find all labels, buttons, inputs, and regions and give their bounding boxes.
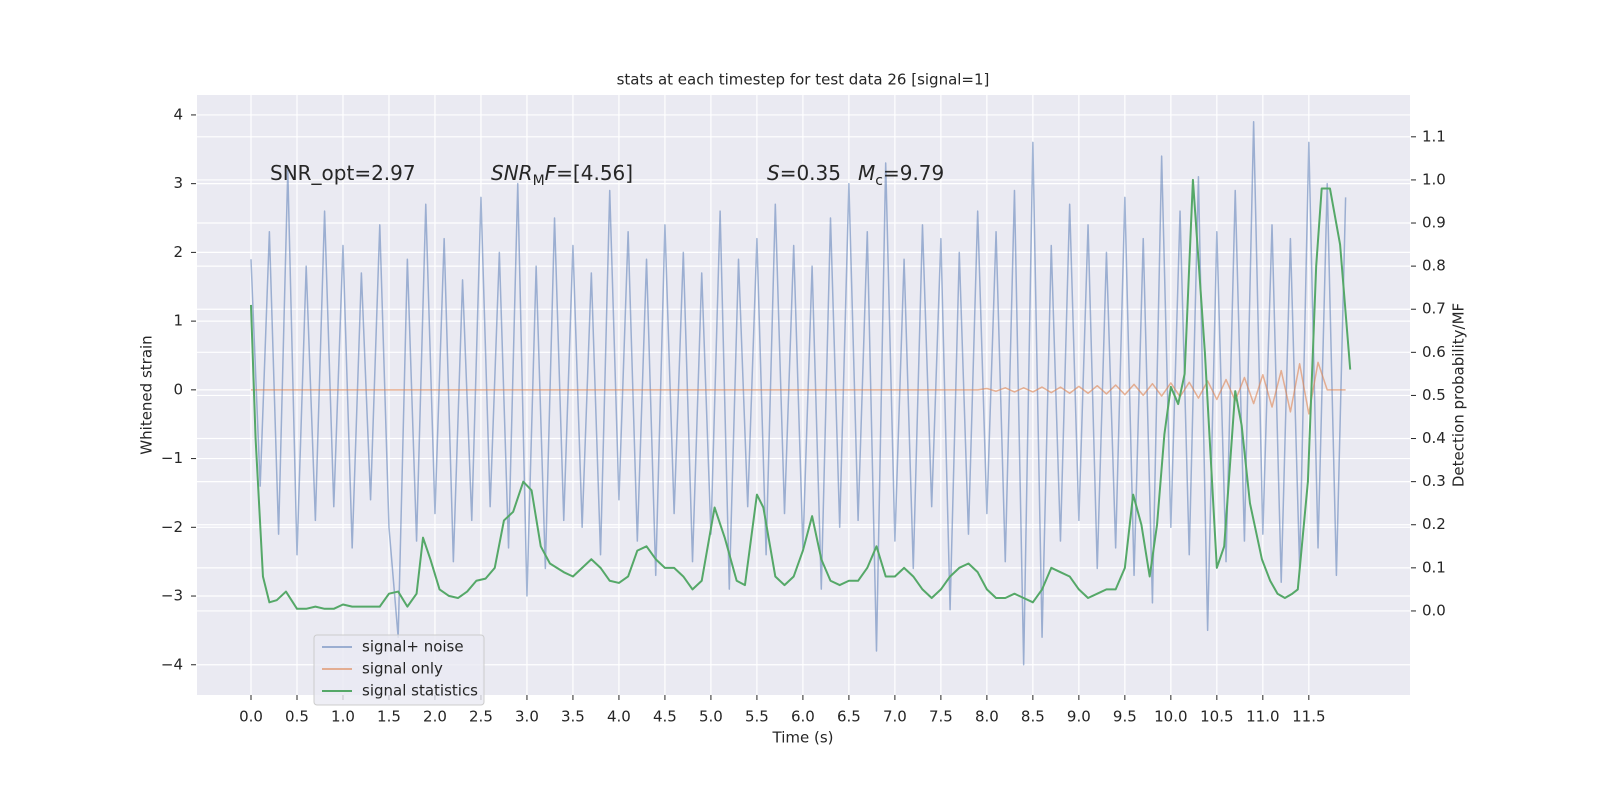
y2-tick-label: 0.8 — [1422, 257, 1446, 275]
x-tick-label: 5.5 — [745, 708, 769, 726]
y2-tick-label: 0.7 — [1422, 300, 1446, 318]
legend-label: signal statistics — [362, 682, 478, 700]
x-tick-label: 0.0 — [239, 708, 263, 726]
annotation-part: SNR_opt=2.97 — [270, 161, 416, 185]
x-tick-label: 10.0 — [1154, 708, 1187, 726]
legend: signal+ noise signal only signal statistic… — [313, 634, 485, 706]
y-tick-label: 3 — [173, 174, 183, 192]
y2-tick-label: 1.0 — [1422, 170, 1446, 188]
y2-tick-label: 0.3 — [1422, 472, 1446, 490]
y2-tick-label: 0.2 — [1422, 515, 1446, 533]
annotation: Mc=9.79 — [858, 161, 944, 189]
y-tick-label: −2 — [161, 518, 183, 536]
y-tick-label: 2 — [173, 243, 183, 261]
legend-label: signal only — [362, 660, 443, 678]
y-tick-label: −1 — [161, 449, 183, 467]
series-line — [250, 121, 1347, 666]
x-tick-label: 3.0 — [515, 708, 539, 726]
x-tick-label: 4.5 — [653, 708, 677, 726]
series-line — [250, 361, 1346, 415]
x-tick-label: 10.5 — [1200, 708, 1233, 726]
x-tick-label: 9.0 — [1067, 708, 1091, 726]
x-tick-label: 1.5 — [377, 708, 401, 726]
x-tick-label: 1.0 — [331, 708, 355, 726]
y2-tick-label: 0.4 — [1422, 429, 1446, 447]
annotation-part: c — [875, 173, 883, 189]
x-tick-label: 6.0 — [791, 708, 815, 726]
y2-axis-label: Detection probability/MF — [1450, 303, 1468, 487]
y-axis-label: Whitened strain — [138, 335, 156, 454]
annotation: S=0.35 — [767, 161, 841, 185]
x-tick-label: 4.0 — [607, 708, 631, 726]
legend-box — [313, 634, 485, 706]
x-tick-label: 7.0 — [883, 708, 907, 726]
y2-tick-label: 0.5 — [1422, 386, 1446, 404]
annotation-part: =9.79 — [883, 161, 944, 185]
y2-tick-label: 0.6 — [1422, 343, 1446, 361]
chart-title: stats at each timestep for test data 26 … — [617, 71, 990, 89]
x-tick-label: 8.0 — [975, 708, 999, 726]
x-tick-label: 7.5 — [929, 708, 953, 726]
y2-tick-label: 0.9 — [1422, 214, 1446, 232]
y-tick-label: 1 — [173, 312, 183, 330]
legend-label: signal+ noise — [362, 638, 464, 656]
x-tick-label: 11.5 — [1292, 708, 1325, 726]
annotation: SNR_opt=2.97 — [270, 161, 416, 185]
y2-tick-label: 0.1 — [1422, 558, 1446, 576]
annotation-part: F — [545, 161, 557, 185]
y-tick-label: −4 — [161, 655, 183, 673]
y-tick-label: −3 — [161, 587, 183, 605]
x-tick-label: 9.5 — [1113, 708, 1137, 726]
x-tick-label: 2.5 — [469, 708, 493, 726]
x-tick-label: 11.0 — [1246, 708, 1279, 726]
annotation: SNRMF=[4.56] — [491, 161, 633, 189]
annotation-part: SNR — [491, 161, 533, 185]
x-tick-label: 3.5 — [561, 708, 585, 726]
annotation-part: M — [858, 161, 875, 185]
annotation-part: S — [767, 161, 780, 185]
x-tick-label: 8.5 — [1021, 708, 1045, 726]
y2-tick-label: 1.1 — [1422, 127, 1446, 145]
y-tick-label: 4 — [173, 105, 183, 123]
annotation-part: =0.35 — [780, 161, 841, 185]
x-tick-label: 6.5 — [837, 708, 861, 726]
x-tick-label: 0.5 — [285, 708, 309, 726]
annotation-part: =[4.56] — [556, 161, 633, 185]
series-line — [249, 178, 1352, 610]
annotation-part: M — [533, 173, 545, 189]
y2-tick-label: 0.0 — [1422, 601, 1446, 619]
x-axis-label: Time (s) — [772, 729, 834, 747]
grid — [197, 95, 1410, 695]
x-tick-label: 5.0 — [699, 708, 723, 726]
y-tick-label: 0 — [173, 380, 183, 398]
x-tick-label: 2.0 — [423, 708, 447, 726]
